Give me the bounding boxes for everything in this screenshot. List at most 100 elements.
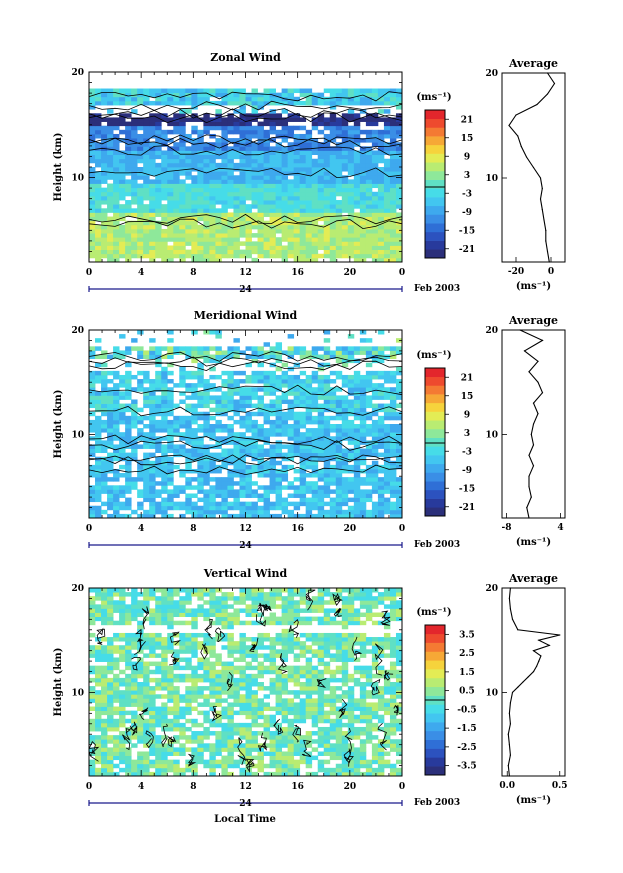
contour-line: [88, 434, 403, 445]
heatmap-cell: [395, 509, 403, 515]
heatmap-cell: [359, 154, 367, 160]
heatmap-cell: [185, 117, 192, 122]
heatmap-cell: [341, 88, 349, 94]
heatmap-cell: [293, 391, 301, 396]
heatmap-cell: [161, 468, 168, 474]
heatmap-cell: [371, 452, 379, 458]
heatmap-cell: [137, 195, 144, 201]
heatmap-cell: [203, 497, 210, 503]
heatmap-cell: [251, 117, 258, 122]
heatmap-cell: [389, 686, 397, 691]
heatmap-cell: [275, 759, 283, 765]
heatmap-cell: [299, 739, 307, 744]
heatmap-cell: [203, 763, 210, 769]
heatmap-cell: [377, 383, 385, 388]
heatmap-cell: [185, 109, 192, 114]
heatmap-cell: [383, 477, 391, 482]
heatmap-cell: [311, 150, 319, 156]
heatmap-cell: [101, 249, 108, 255]
heatmap-cell: [377, 477, 385, 482]
heatmap-cell: [251, 195, 258, 201]
heatmap-cell: [269, 403, 276, 409]
heatmap-cell: [131, 200, 138, 205]
heatmap-cell: [371, 162, 379, 168]
heatmap-cell: [269, 771, 276, 777]
heatmap-cell: [257, 767, 264, 773]
heatmap-cell: [341, 513, 349, 519]
heatmap-cell: [257, 208, 264, 213]
x-axis-2: 0 4 8 12 16 20 0: [86, 330, 405, 534]
heatmap-cell: [221, 395, 228, 400]
heatmap-cell: [149, 395, 156, 400]
heatmap-cell: [119, 464, 126, 470]
heatmap-cell: [377, 415, 385, 421]
heatmap-cell: [119, 100, 126, 106]
heatmap-cell: [131, 96, 138, 102]
heatmap-cell: [395, 162, 403, 168]
heatmap-cell: [275, 179, 283, 184]
heatmap-cell: [275, 241, 283, 246]
heatmap-cell: [257, 249, 264, 255]
heatmap-cell: [245, 489, 252, 494]
heatmap-cell: [149, 432, 156, 437]
heatmap-cell: [131, 694, 138, 699]
heatmap-cell: [239, 432, 246, 437]
colorbar-tick-label: -21: [459, 245, 475, 255]
heatmap-cell: [185, 96, 192, 102]
heatmap-cell: [323, 346, 331, 351]
heatmap-cell: [383, 706, 391, 712]
y-tick-label: 10: [71, 430, 84, 440]
heatmap-cell: [227, 399, 234, 404]
heatmap-cell: [383, 370, 391, 376]
heatmap-cell: [233, 444, 240, 449]
heatmap-cell: [209, 677, 216, 683]
heatmap-cell: [359, 387, 367, 392]
heatmap-cell: [329, 731, 337, 736]
heatmap-cell: [293, 747, 301, 752]
heatmap-cell: [317, 142, 325, 147]
heatmap-cell: [119, 444, 126, 449]
heatmap-cell: [137, 690, 144, 695]
heatmap-cell: [149, 763, 156, 769]
heatmap-cell: [197, 436, 204, 441]
heatmap-cell: [317, 686, 325, 691]
heatmap-cell: [209, 212, 216, 217]
heatmap-cell: [269, 241, 276, 246]
heatmap-cell: [287, 158, 295, 164]
heatmap-cell: [107, 228, 114, 234]
heatmap-cell: [239, 473, 246, 478]
heatmap-cell: [209, 682, 216, 687]
heatmap-cell: [137, 383, 144, 388]
heatmap-cell: [239, 179, 246, 184]
heatmap-cell: [287, 493, 295, 498]
heatmap-cell: [203, 419, 210, 425]
heatmap-cell: [101, 96, 108, 102]
heatmap-cell: [341, 346, 349, 351]
heatmap-cell: [173, 150, 180, 156]
heatmap-cell: [191, 245, 198, 251]
heatmap-cell: [233, 383, 240, 388]
heatmap-cell: [305, 237, 313, 242]
heatmap-cell: [143, 403, 150, 409]
heatmap-cell: [341, 92, 349, 98]
heatmap-cell: [227, 452, 234, 458]
heatmap-cell: [185, 88, 192, 94]
heatmap-cell: [323, 133, 331, 139]
heatmap-cell: [161, 726, 168, 732]
heatmap-cell: [107, 407, 114, 413]
heatmap-cell: [155, 751, 162, 756]
heatmap-cell: [263, 228, 270, 234]
heatmap-cell: [95, 477, 102, 482]
heatmap-cell: [215, 505, 222, 511]
heatmap-cell: [383, 162, 391, 168]
heatmap-cell: [143, 710, 150, 716]
heatmap-cell: [185, 448, 192, 454]
heatmap-cell: [365, 204, 373, 209]
heatmap-cell: [137, 245, 144, 251]
heatmap-cell: [275, 237, 283, 242]
heatmap-cell: [119, 383, 126, 388]
heatmap-cell: [281, 138, 289, 143]
heatmap-cell: [143, 473, 150, 478]
heatmap-cell: [293, 162, 301, 168]
heatmap-cell: [131, 509, 138, 515]
